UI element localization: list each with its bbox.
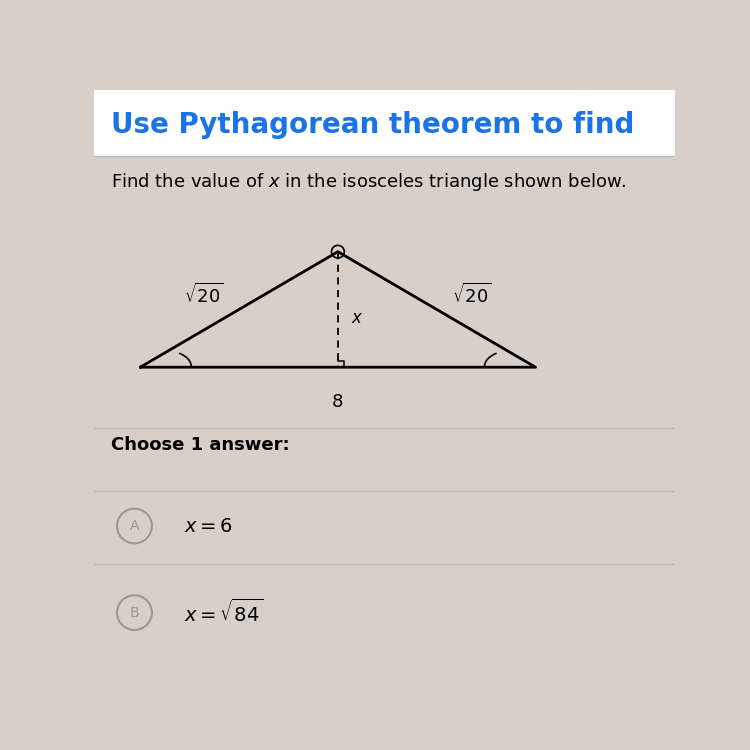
Text: Find the value of $x$ in the isosceles triangle shown below.: Find the value of $x$ in the isosceles t… bbox=[111, 172, 627, 194]
Text: Choose 1 answer:: Choose 1 answer: bbox=[111, 436, 290, 454]
Text: Use Pythagorean theorem to find: Use Pythagorean theorem to find bbox=[111, 111, 634, 139]
Text: $x = \sqrt{84}$: $x = \sqrt{84}$ bbox=[184, 599, 263, 626]
Text: $\sqrt{20}$: $\sqrt{20}$ bbox=[452, 283, 491, 307]
Text: $x$: $x$ bbox=[351, 309, 363, 327]
Text: 8: 8 bbox=[332, 393, 344, 411]
FancyBboxPatch shape bbox=[94, 90, 675, 157]
Text: A: A bbox=[130, 519, 140, 533]
Text: B: B bbox=[130, 606, 140, 619]
Text: $\sqrt{20}$: $\sqrt{20}$ bbox=[184, 283, 224, 307]
Text: $x = 6$: $x = 6$ bbox=[184, 517, 233, 536]
